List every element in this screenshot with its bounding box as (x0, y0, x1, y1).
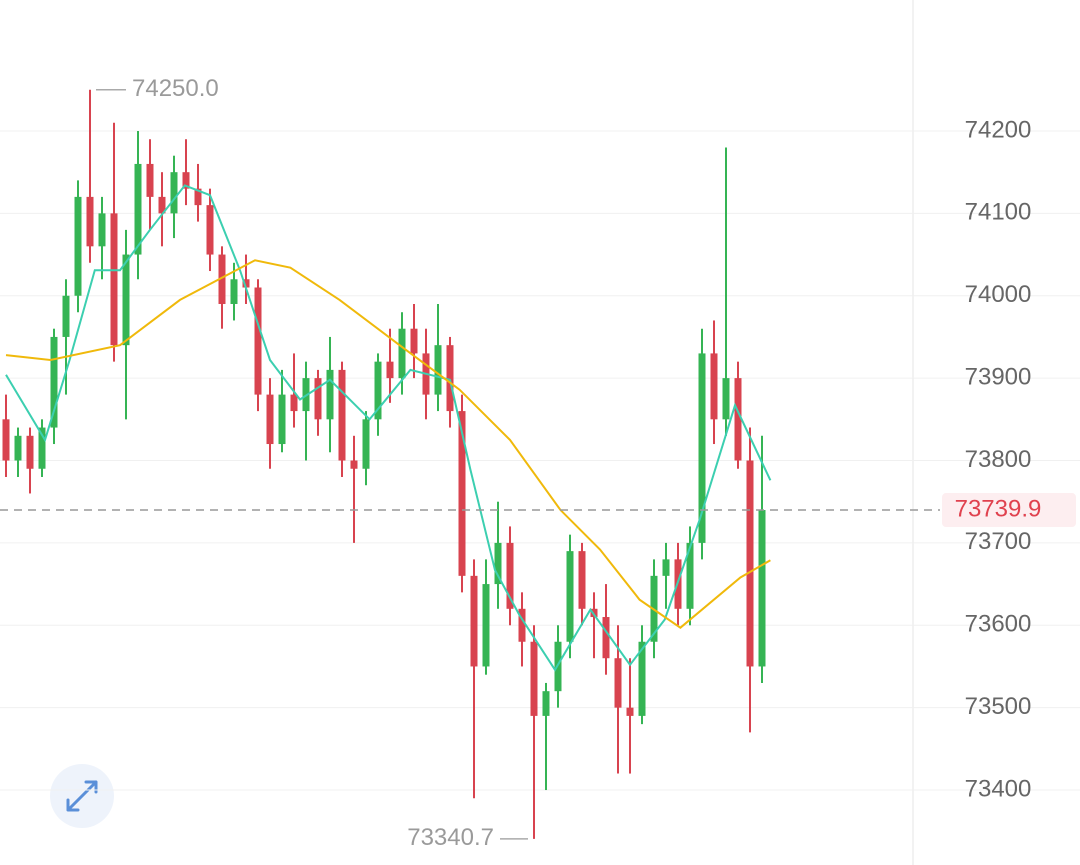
y-tick-label: 73800 (965, 446, 1032, 473)
candle-body (242, 279, 250, 288)
annotation-label: 74250.0 (132, 75, 219, 102)
candle-body (662, 559, 670, 576)
candle-body (350, 460, 358, 469)
candle-body (578, 551, 586, 609)
candle-body (374, 361, 382, 420)
ma-line (5, 259, 771, 629)
candle-body (38, 427, 46, 469)
y-tick-label: 73400 (965, 775, 1032, 802)
candle-body (410, 328, 418, 354)
candle-body (290, 394, 298, 412)
candle-body (62, 295, 70, 337)
candle-body (734, 378, 742, 461)
candle-body (710, 353, 718, 420)
candle-body (314, 378, 322, 420)
candle-body (74, 196, 82, 296)
y-tick-label: 73900 (965, 363, 1032, 390)
candle-body (182, 172, 190, 189)
candle-body (722, 378, 730, 420)
expand-icon (66, 780, 98, 812)
candle-body (158, 196, 166, 214)
candle-body (686, 542, 694, 609)
y-tick-label: 74000 (965, 281, 1032, 308)
candle-body (362, 419, 370, 469)
candle-body (50, 336, 58, 428)
candle-body (146, 163, 154, 197)
candle-body (698, 353, 706, 543)
candle-body (494, 542, 502, 585)
candle-body (746, 460, 754, 667)
candle-body (122, 254, 130, 346)
candle-body (254, 287, 262, 395)
candle-body (542, 691, 550, 716)
candle-body (110, 213, 118, 346)
candle-body (206, 205, 214, 255)
candle-body (86, 196, 94, 247)
candle-body (446, 345, 454, 412)
candle-body (14, 435, 22, 461)
candle-body (230, 279, 238, 304)
candle-body (398, 328, 406, 379)
y-tick-label: 73700 (965, 528, 1032, 555)
candle-body (566, 551, 574, 642)
candle-body (638, 641, 646, 716)
candle-body (470, 575, 478, 667)
last-price-label: 73739.9 (955, 495, 1042, 522)
y-tick-label: 74200 (965, 116, 1032, 143)
candle-body (2, 419, 10, 461)
candle-body (434, 345, 442, 395)
candle-body (386, 361, 394, 379)
ma-line (5, 184, 772, 672)
candle-body (518, 608, 526, 642)
candle-body (338, 369, 346, 461)
candle-body (278, 394, 286, 445)
y-tick-label: 74100 (965, 199, 1032, 226)
annotation-label: 73340.7 (407, 824, 494, 851)
candle-body (266, 394, 274, 445)
candle-body (506, 542, 514, 609)
candle-body (602, 617, 610, 659)
candle-body (134, 163, 142, 255)
y-tick-label: 73600 (965, 611, 1032, 638)
candle-body (326, 369, 334, 420)
candle-body (26, 435, 34, 469)
candle-body (626, 707, 634, 716)
expand-button[interactable] (50, 764, 114, 828)
candle-body (458, 411, 466, 576)
candle-body (482, 584, 490, 667)
candle-body (530, 641, 538, 716)
candle-body (194, 188, 202, 206)
y-tick-label: 73500 (965, 693, 1032, 720)
candle-body (218, 254, 226, 304)
candle-body (98, 213, 106, 247)
candle-body (614, 658, 622, 708)
last-price-bg (942, 493, 1076, 528)
candle-body (758, 510, 766, 667)
candle-body (170, 172, 178, 214)
